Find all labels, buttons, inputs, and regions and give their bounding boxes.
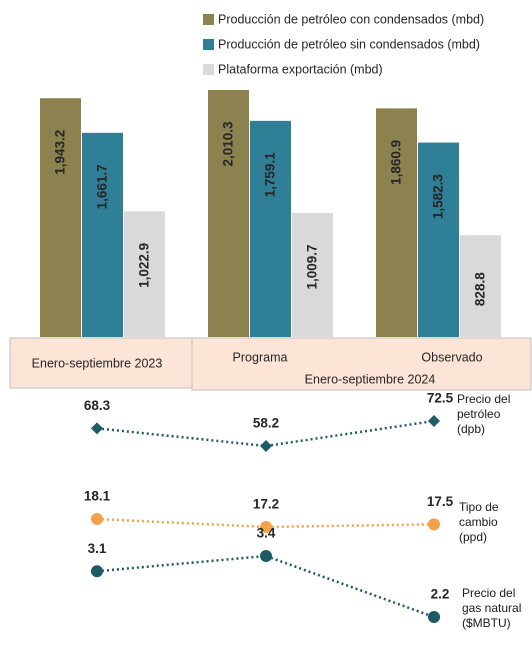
- point: [428, 518, 440, 531]
- value-label: 1,759.1: [263, 152, 278, 198]
- point: [428, 415, 440, 427]
- value-label: 17.5: [427, 494, 454, 509]
- bar: [460, 235, 501, 337]
- point: [91, 513, 103, 525]
- bar: [418, 142, 459, 337]
- category-box: [9, 337, 193, 389]
- legend-label: Producción de petróleo sin condensados (…: [218, 37, 480, 51]
- value-label: 17.2: [253, 497, 279, 512]
- legend-swatch: [203, 14, 214, 25]
- bar: [250, 120, 291, 337]
- point: [91, 422, 103, 435]
- bar: [40, 98, 81, 338]
- value-label: 58.2: [253, 416, 279, 431]
- value-label: 828.8: [473, 272, 488, 306]
- bar: [376, 108, 417, 338]
- bar: [208, 90, 249, 337]
- line: [96, 517, 435, 529]
- point: [260, 440, 272, 452]
- legend-label: Plataforma exportación (mbd): [218, 62, 383, 76]
- value-label: 1,022.9: [137, 243, 152, 288]
- value-label: 3.1: [88, 541, 107, 556]
- bar: [124, 211, 165, 337]
- category-label: Observado: [421, 350, 482, 364]
- point: [260, 521, 272, 533]
- value-label: 1,582.3: [431, 174, 446, 220]
- series-name: Precio del petróleo (dpb): [457, 392, 511, 436]
- category-label: Programa: [233, 350, 288, 364]
- bar: [82, 132, 123, 337]
- legend-swatch: [203, 39, 214, 50]
- value-label: 2,010.3: [221, 121, 236, 167]
- point: [260, 550, 272, 562]
- value-label: 68.3: [84, 398, 111, 413]
- value-label: 1,661.7: [95, 164, 110, 209]
- point: [428, 611, 440, 623]
- value-label: 72.5: [427, 391, 454, 406]
- series-name: Precio del gas natural ($MBTU): [462, 586, 522, 630]
- point: [91, 565, 103, 578]
- line: [96, 419, 435, 448]
- bar: [292, 212, 333, 337]
- category-box: [191, 337, 532, 391]
- group-label: Enero-septiembre 2024: [305, 372, 436, 386]
- legend-label: Producción de petróleo con condensados (…: [218, 12, 484, 26]
- category-label: Enero-septiembre 2023: [32, 356, 163, 370]
- value-label: 1,860.9: [389, 140, 404, 185]
- value-label: 1,009.7: [305, 244, 320, 289]
- series-name: Tipo de cambio (ppd): [459, 500, 499, 544]
- value-label: 2.2: [431, 587, 450, 602]
- line: [96, 554, 435, 619]
- value-label: 1,943.2: [53, 130, 68, 175]
- value-label: 18.1: [84, 489, 111, 504]
- legend-swatch: [203, 64, 214, 75]
- value-label: 3.4: [257, 526, 276, 541]
